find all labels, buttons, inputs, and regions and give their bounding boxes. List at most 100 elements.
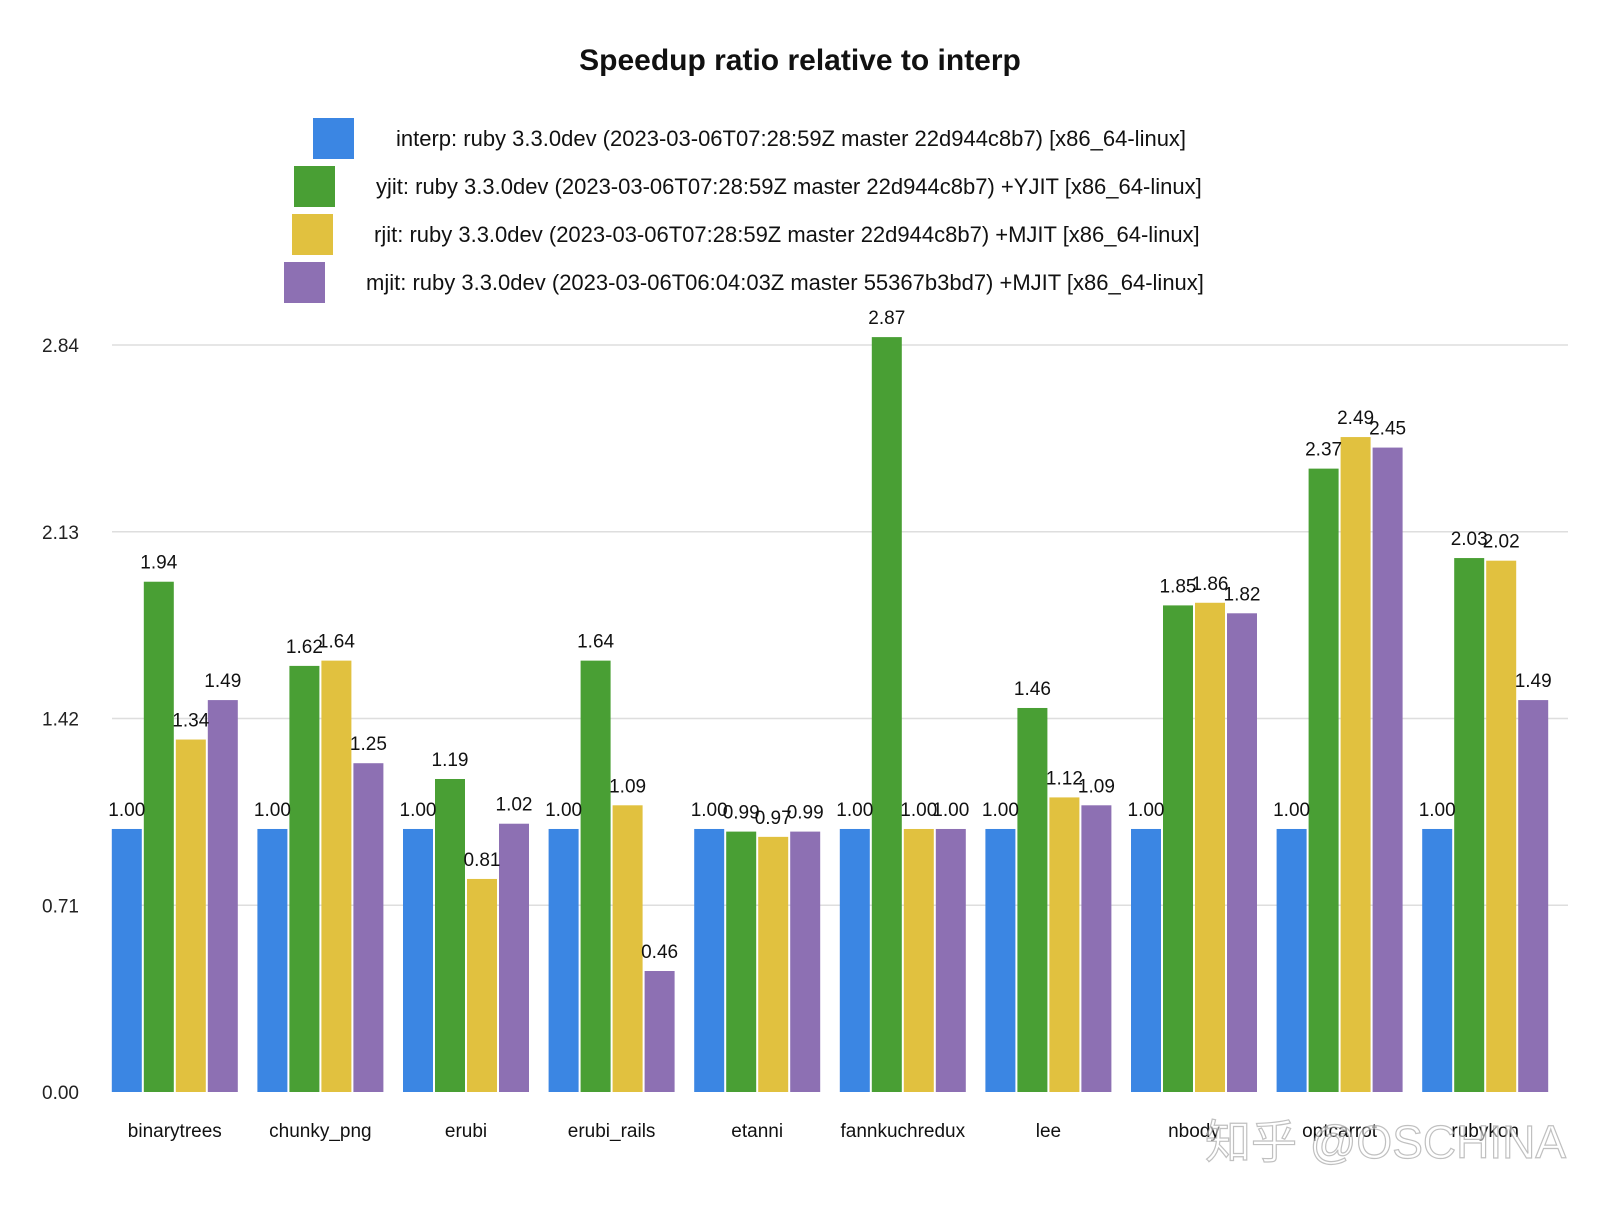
bar-binarytrees-1: [143, 581, 174, 1092]
value-label-lee-0: 1.00: [982, 800, 1019, 821]
value-label-optcarrot-1: 2.37: [1305, 440, 1342, 461]
legend-swatch-2: [292, 214, 333, 255]
value-label-erubi_rails-2: 1.09: [609, 776, 646, 797]
value-label-rubykon-0: 1.00: [1419, 800, 1456, 821]
value-label-optcarrot-0: 1.00: [1273, 800, 1310, 821]
chart-title: Speedup ratio relative to interp: [579, 44, 1021, 77]
legend-swatch-0: [313, 118, 354, 159]
value-label-nbody-3: 1.82: [1224, 584, 1261, 605]
legend: interp: ruby 3.3.0dev (2023-03-06T07:28:…: [284, 118, 1204, 303]
value-label-lee-3: 1.09: [1078, 776, 1115, 797]
bar-fannkuchredux-2: [903, 828, 934, 1092]
bar-nbody-1: [1163, 605, 1193, 1092]
x-label-erubi_rails: erubi_rails: [568, 1121, 656, 1142]
value-label-erubi_rails-3: 0.46: [641, 942, 678, 963]
x-label-rubykon: rubykon: [1451, 1121, 1519, 1142]
bar-etanni-0: [694, 828, 725, 1092]
y-tick-label-3: 2.13: [42, 523, 79, 544]
x-label-nbody: nbody: [1168, 1121, 1220, 1142]
bar-lee-3: [1081, 805, 1112, 1092]
y-tick-label-0: 0.00: [42, 1083, 79, 1104]
value-label-erubi_rails-1: 1.64: [577, 632, 614, 653]
y-tick-label-2: 1.42: [42, 710, 79, 731]
value-label-etanni-1: 0.99: [723, 803, 760, 824]
legend-swatch-1: [294, 166, 335, 207]
value-label-fannkuchredux-0: 1.00: [836, 800, 873, 821]
bar-fannkuchredux-0: [839, 828, 870, 1092]
bar-erubi-3: [499, 823, 529, 1092]
bar-erubi-1: [435, 778, 465, 1092]
bar-rubykon-3: [1518, 700, 1549, 1092]
value-label-chunky_png-0: 1.00: [254, 800, 291, 821]
value-label-etanni-2: 0.97: [755, 808, 792, 829]
value-label-erubi-3: 1.02: [496, 795, 533, 816]
x-label-etanni: etanni: [731, 1121, 783, 1142]
value-label-binarytrees-1: 1.94: [140, 553, 177, 574]
bar-rubykon-1: [1454, 558, 1485, 1092]
value-label-nbody-0: 1.00: [1128, 800, 1165, 821]
bar-optcarrot-0: [1276, 828, 1307, 1092]
value-label-erubi-2: 0.81: [464, 850, 501, 871]
bar-erubi_rails-3: [644, 971, 675, 1092]
value-label-chunky_png-1: 1.62: [286, 637, 323, 658]
value-label-binarytrees-2: 1.34: [172, 711, 209, 732]
bar-nbody-0: [1131, 828, 1161, 1092]
bar-lee-0: [985, 828, 1016, 1092]
bar-binarytrees-2: [175, 739, 206, 1092]
value-label-fannkuchredux-3: 1.00: [932, 800, 969, 821]
bar-nbody-2: [1195, 602, 1225, 1092]
bar-etanni-3: [790, 831, 821, 1092]
value-label-nbody-1: 1.85: [1160, 576, 1197, 597]
bar-fannkuchredux-3: [935, 828, 966, 1092]
x-label-chunky_png: chunky_png: [269, 1121, 371, 1142]
bar-erubi_rails-2: [612, 805, 643, 1092]
value-label-fannkuchredux-1: 2.87: [868, 308, 905, 329]
x-label-optcarrot: optcarrot: [1302, 1121, 1378, 1142]
bar-etanni-1: [726, 831, 757, 1092]
value-labels: 1.001.941.341.491.001.621.641.251.001.19…: [108, 308, 1551, 963]
value-label-fannkuchredux-2: 1.00: [900, 800, 937, 821]
bar-lee-2: [1049, 797, 1080, 1092]
value-label-etanni-0: 1.00: [691, 800, 728, 821]
value-label-optcarrot-2: 2.49: [1337, 408, 1374, 429]
value-label-binarytrees-0: 1.00: [108, 800, 145, 821]
value-label-chunky_png-2: 1.64: [318, 632, 355, 653]
value-label-binarytrees-3: 1.49: [204, 671, 241, 692]
bar-optcarrot-2: [1340, 437, 1371, 1093]
value-label-erubi_rails-0: 1.00: [545, 800, 582, 821]
value-label-erubi-0: 1.00: [400, 800, 437, 821]
value-label-etanni-3: 0.99: [787, 803, 824, 824]
value-label-chunky_png-3: 1.25: [350, 734, 387, 755]
bar-fannkuchredux-1: [871, 337, 902, 1093]
y-tick-label-1: 0.71: [42, 896, 79, 917]
legend-label-1: yjit: ruby 3.3.0dev (2023-03-06T07:28:59…: [376, 174, 1202, 199]
bar-erubi_rails-1: [580, 660, 611, 1092]
y-tick-label-4: 2.84: [42, 336, 79, 357]
value-label-rubykon-1: 2.03: [1451, 529, 1488, 550]
bar-chunky_png-3: [353, 763, 384, 1092]
bar-rubykon-0: [1422, 828, 1453, 1092]
y-axis-ticks: 0.00 0.71 1.42 2.13 2.84: [42, 336, 79, 1104]
value-label-lee-2: 1.12: [1046, 768, 1083, 789]
bar-optcarrot-1: [1308, 468, 1339, 1092]
x-label-erubi: erubi: [445, 1121, 487, 1142]
x-label-binarytrees: binarytrees: [128, 1121, 222, 1142]
watermark: 知乎 @OSCHINA: [1205, 1116, 1566, 1168]
bar-binarytrees-3: [207, 700, 238, 1092]
legend-swatch-3: [284, 262, 325, 303]
bar-binarytrees-0: [111, 828, 142, 1092]
x-axis-labels: binarytrees chunky_png erubi erubi_rails eta…: [128, 1121, 1519, 1142]
bar-erubi_rails-0: [548, 828, 579, 1092]
bar-chunky_png-0: [257, 828, 288, 1092]
x-label-lee: lee: [1036, 1121, 1061, 1142]
bar-rubykon-2: [1486, 560, 1517, 1092]
bar-nbody-3: [1227, 613, 1257, 1092]
value-label-lee-1: 1.46: [1014, 679, 1051, 700]
bar-chunky_png-1: [289, 665, 320, 1092]
bar-lee-1: [1017, 707, 1048, 1092]
value-label-erubi-1: 1.19: [432, 750, 469, 771]
bar-optcarrot-3: [1372, 447, 1403, 1092]
bar-erubi-0: [403, 828, 433, 1092]
bars: [111, 337, 1549, 1093]
